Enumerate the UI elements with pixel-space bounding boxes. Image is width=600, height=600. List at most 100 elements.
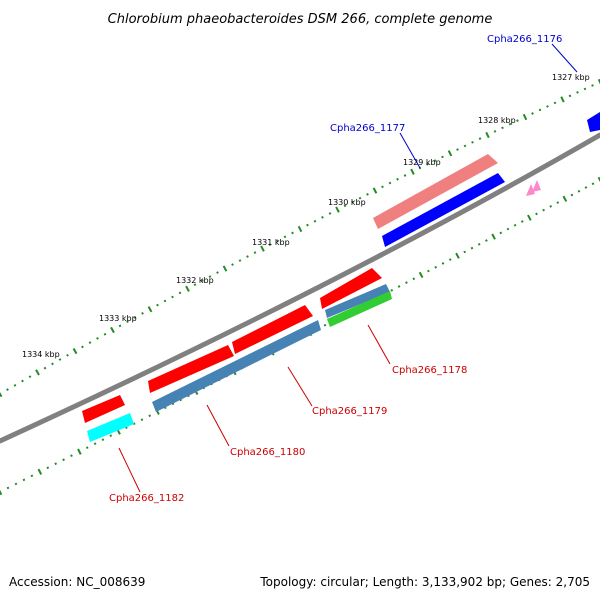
gene-cpha266-1178-forward[interactable] <box>320 268 382 309</box>
tick-minor <box>66 353 69 357</box>
tick-minor <box>216 271 219 274</box>
gene-label-1180[interactable]: Cpha266_1180 <box>230 447 305 458</box>
tick-minor <box>441 155 444 159</box>
tick-minor <box>148 414 152 418</box>
tick-minor <box>508 122 512 126</box>
map-title: Chlorobium phaeobacteroides DSM 266, com… <box>108 12 493 27</box>
tick-minor <box>103 332 107 336</box>
kbp-label-1329: 1329 kbp <box>403 158 441 167</box>
gene-cpha266-1182-forward[interactable] <box>82 395 125 423</box>
tick-major <box>491 233 496 240</box>
tick-minor <box>426 162 429 166</box>
tick-minor <box>546 105 549 108</box>
tick-major <box>447 150 453 157</box>
kbp-labels: 1327 kbp 1328 kbp 1329 kbp 1330 kbp 1331… <box>22 73 590 359</box>
tick-minor <box>88 341 92 344</box>
tick-major <box>455 252 460 259</box>
tick-minor <box>133 316 137 319</box>
tick-minor <box>81 345 84 349</box>
tick-minor <box>6 486 10 490</box>
tick-minor <box>208 275 212 278</box>
tick-minor <box>535 212 538 216</box>
gene-cpha266-1176-reverse[interactable] <box>587 112 600 132</box>
tick-minor <box>478 137 482 140</box>
tick-minor <box>156 303 159 307</box>
tick-minor <box>591 84 594 87</box>
leader-1177 <box>399 132 421 169</box>
tick-minor <box>388 181 392 185</box>
tick-minor <box>70 454 73 458</box>
tick-minor <box>343 204 347 208</box>
tick-minor <box>584 186 588 189</box>
tick-minor <box>381 185 384 189</box>
leader-1178 <box>367 324 391 365</box>
tick-minor <box>441 262 445 265</box>
tick-major <box>522 113 528 121</box>
tick-minor <box>30 474 34 478</box>
outer-tick-ring <box>0 78 600 398</box>
tick-minor <box>132 422 136 426</box>
tick-minor <box>141 312 144 315</box>
tick-minor <box>268 243 272 247</box>
tick-minor <box>570 193 574 197</box>
tick-minor <box>448 258 452 261</box>
tick-major <box>485 131 490 139</box>
tick-minor <box>93 442 97 446</box>
kbp-label-1330: 1330 kbp <box>328 198 366 207</box>
gene-label-1176[interactable]: Cpha266_1176 <box>487 34 562 45</box>
tick-major <box>110 326 115 334</box>
gene-cpha266-1180-forward[interactable] <box>148 345 234 393</box>
gene-label-1178[interactable]: Cpha266_1178 <box>392 365 467 376</box>
tick-minor <box>366 193 369 196</box>
gene-cpha266-1179-reverse[interactable] <box>152 320 321 412</box>
tick-major <box>37 468 43 475</box>
tick-major <box>418 271 424 279</box>
leader-1182 <box>118 447 141 493</box>
tick-minor <box>85 446 89 450</box>
tick-minor <box>283 235 287 239</box>
gene-label-1177[interactable]: Cpha266_1177 <box>330 123 405 134</box>
tick-minor <box>403 174 407 177</box>
tick-major <box>372 187 378 194</box>
tick-minor <box>576 91 579 94</box>
tick-major <box>147 306 153 313</box>
tick-minor <box>463 144 467 148</box>
gene-cpha266-1178-green[interactable] <box>327 291 392 327</box>
tick-minor <box>54 462 58 466</box>
tick-minor <box>291 231 294 235</box>
leader-1179 <box>287 366 313 407</box>
tick-major <box>0 489 3 496</box>
tick-minor <box>201 279 204 283</box>
kbp-label-1328: 1328 kbp <box>478 116 516 125</box>
marker-triangle-1 <box>526 184 535 196</box>
tick-minor <box>405 281 408 284</box>
tick-minor <box>22 478 26 482</box>
forward-strand-genes <box>82 154 498 423</box>
tick-minor <box>118 324 122 328</box>
gene-label-1182[interactable]: Cpha266_1182 <box>109 493 184 504</box>
tick-minor <box>51 362 54 366</box>
tick-minor <box>396 177 399 181</box>
tick-minor <box>556 201 560 204</box>
tick-minor <box>493 130 497 133</box>
gene-label-leaders <box>118 43 578 493</box>
tick-minor <box>231 263 234 266</box>
tick-minor <box>306 223 309 227</box>
tick-minor <box>58 358 62 361</box>
gene-cpha266-1179-forward[interactable] <box>232 305 313 354</box>
gene-cpha266-1177-reverse[interactable] <box>382 173 505 247</box>
reverse-strand-genes <box>87 112 600 442</box>
gene-labels: Cpha266_1176 Cpha266_1177 Cpha266_1178 C… <box>109 34 562 504</box>
tick-minor <box>253 251 257 254</box>
tick-minor <box>591 182 595 186</box>
gene-cpha266-1178-reverse[interactable] <box>325 284 390 318</box>
tick-minor <box>238 259 242 262</box>
gene-label-1179[interactable]: Cpha266_1179 <box>312 406 387 417</box>
tick-minor <box>516 119 519 122</box>
gene-cpha266-1177-forward[interactable] <box>373 154 498 229</box>
tick-minor <box>412 277 416 281</box>
tick-major <box>597 78 600 85</box>
tick-minor <box>109 434 113 438</box>
gene-cpha266-1182-reverse[interactable] <box>87 413 134 442</box>
tick-minor <box>542 208 545 212</box>
